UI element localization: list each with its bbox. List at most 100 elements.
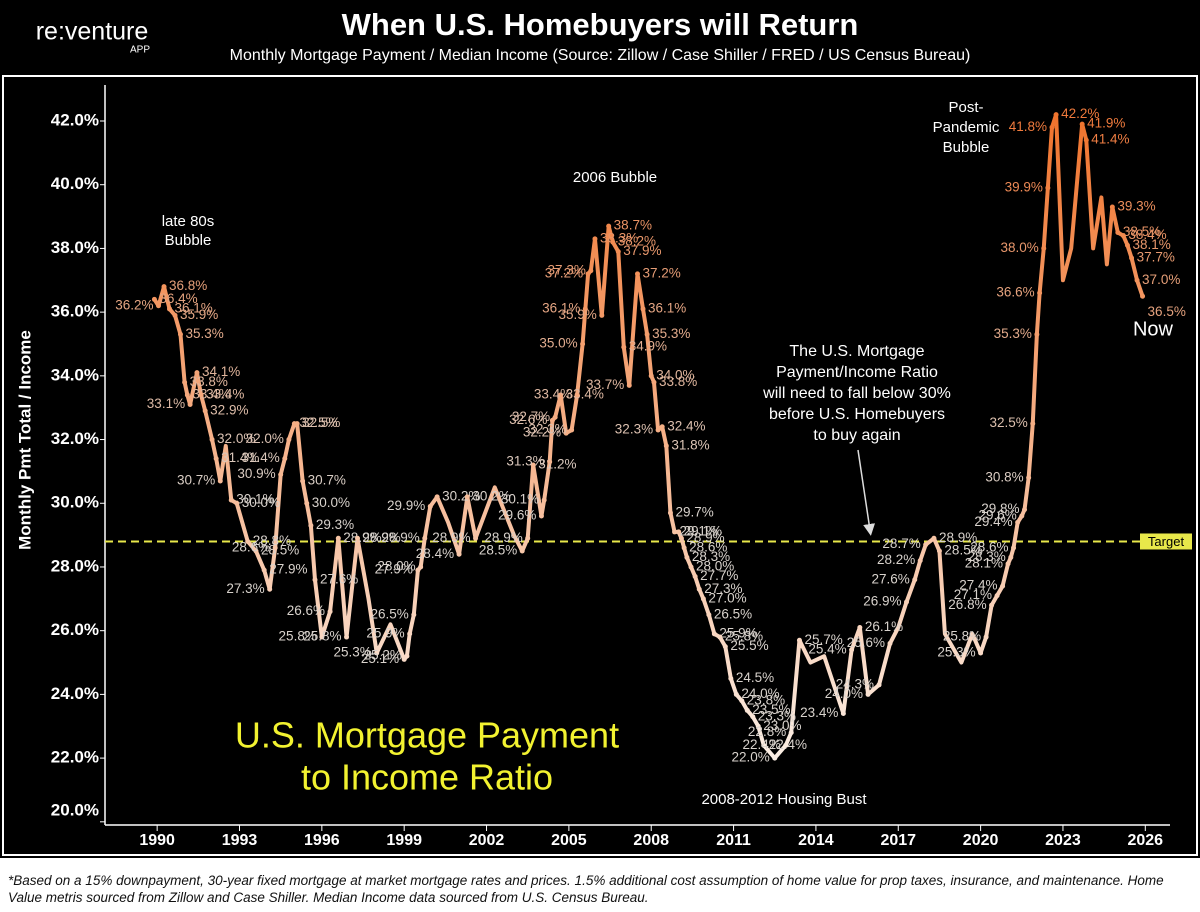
value-label: 24.5% xyxy=(736,670,774,685)
point xyxy=(1011,545,1017,551)
x-tick-label: 2005 xyxy=(551,832,587,849)
value-label: 28.2% xyxy=(877,552,915,567)
point xyxy=(1008,554,1014,560)
value-label: 23.4% xyxy=(800,705,838,720)
point xyxy=(418,564,424,570)
value-label: 28.6% xyxy=(970,539,1008,554)
point xyxy=(648,373,654,379)
point xyxy=(606,223,612,229)
point xyxy=(717,634,723,640)
point xyxy=(245,538,251,544)
point xyxy=(1034,331,1040,337)
value-label: 32.0% xyxy=(217,431,255,446)
value-label: 27.4% xyxy=(959,578,997,593)
value-label: 37.2% xyxy=(545,265,583,280)
chart-title: When U.S. Homebuyers will Return xyxy=(342,7,859,42)
value-label: 32.5% xyxy=(299,415,337,430)
point xyxy=(923,542,929,548)
value-label: 30.9% xyxy=(237,466,275,481)
point xyxy=(228,497,234,503)
value-label: 35.9% xyxy=(559,307,597,322)
value-label: 30.1% xyxy=(236,492,274,507)
value-label: 28.9% xyxy=(363,530,401,545)
value-label: 38.1% xyxy=(1132,237,1170,252)
value-label: 28.4% xyxy=(416,546,454,561)
value-label: 27.6% xyxy=(871,571,909,586)
point xyxy=(1030,421,1036,427)
chart-subtitle: Monthly Mortgage Payment / Median Income… xyxy=(230,47,971,64)
point xyxy=(887,640,893,646)
point xyxy=(1115,229,1121,235)
point xyxy=(588,268,594,274)
annotation: Now xyxy=(1133,318,1174,340)
value-label: 28.9% xyxy=(343,530,381,545)
value-label: 33.7% xyxy=(586,377,624,392)
value-label: 27.1% xyxy=(954,587,992,602)
point xyxy=(312,577,318,583)
value-label: 38.0% xyxy=(1000,240,1038,255)
annotation: Bubble xyxy=(165,232,212,249)
point xyxy=(374,650,380,656)
point xyxy=(626,382,632,388)
point xyxy=(744,707,750,713)
big-label: U.S. Mortgage Payment xyxy=(235,715,619,756)
point xyxy=(1005,561,1011,567)
point xyxy=(558,392,564,398)
value-label: 27.0% xyxy=(708,590,746,605)
point xyxy=(525,535,531,541)
value-label: 26.9% xyxy=(863,594,901,609)
point xyxy=(177,331,183,337)
point xyxy=(427,503,433,509)
value-label: 29.8% xyxy=(981,501,1019,516)
value-label: 35.3% xyxy=(185,326,223,341)
target-label: Target xyxy=(1148,534,1185,549)
point xyxy=(1022,507,1028,513)
point xyxy=(422,535,428,541)
point xyxy=(978,650,984,656)
value-label: 27.6% xyxy=(320,571,358,586)
y-tick-label: 24.0% xyxy=(51,684,99,703)
value-label: 29.7% xyxy=(675,504,713,519)
value-label: 28.9% xyxy=(484,530,522,545)
value-label: 26.8% xyxy=(948,597,986,612)
value-label: 22.4% xyxy=(742,737,780,752)
point xyxy=(865,691,871,697)
y-tick-label: 32.0% xyxy=(51,429,99,448)
point xyxy=(156,303,162,309)
value-label: 24.0% xyxy=(825,686,863,701)
point xyxy=(456,551,462,557)
value-label: 25.7% xyxy=(804,632,842,647)
value-label: 38.2% xyxy=(618,234,656,249)
point xyxy=(676,529,682,535)
value-label: 29.3% xyxy=(316,517,354,532)
point xyxy=(182,379,188,385)
point xyxy=(272,545,278,551)
point xyxy=(198,392,204,398)
y-tick-label: 20.0% xyxy=(51,800,99,819)
point xyxy=(667,510,673,516)
value-label: 30.2% xyxy=(442,488,480,503)
point xyxy=(644,331,650,337)
point xyxy=(688,564,694,570)
x-tick-label: 1993 xyxy=(222,832,258,849)
point xyxy=(1041,245,1047,251)
point xyxy=(538,513,544,519)
point xyxy=(917,558,923,564)
point xyxy=(547,459,553,465)
value-label: 32.5% xyxy=(989,415,1027,430)
point xyxy=(1120,233,1126,239)
value-label: 28.9% xyxy=(939,530,977,545)
value-label: 25.2% xyxy=(364,648,402,663)
point xyxy=(903,599,909,605)
value-label: 35.9% xyxy=(180,307,218,322)
point xyxy=(569,427,575,433)
point xyxy=(344,634,350,640)
value-label: 36.5% xyxy=(1148,304,1186,319)
footnote: *Based on a 15% downpayment, 30-year fix… xyxy=(8,873,1164,905)
point xyxy=(876,682,882,688)
y-tick-label: 22.0% xyxy=(51,748,99,767)
x-tick-label: 2014 xyxy=(798,832,834,849)
value-label: 30.0% xyxy=(312,495,350,510)
point xyxy=(434,494,440,500)
point xyxy=(681,545,687,551)
